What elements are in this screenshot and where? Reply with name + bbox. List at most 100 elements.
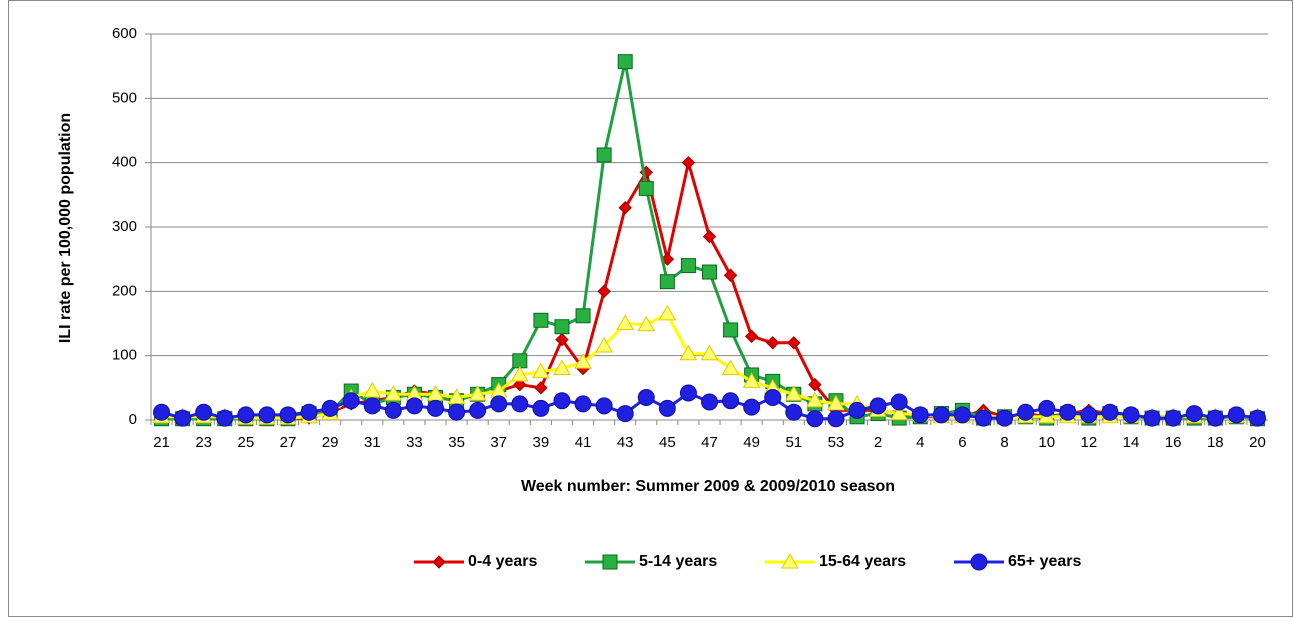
point bbox=[595, 337, 613, 353]
point bbox=[553, 392, 571, 410]
point bbox=[553, 359, 571, 376]
point bbox=[1227, 406, 1245, 424]
point bbox=[554, 319, 570, 335]
point bbox=[974, 409, 992, 427]
point bbox=[638, 180, 654, 196]
legend-marker bbox=[781, 552, 799, 569]
point bbox=[258, 406, 276, 424]
point bbox=[574, 395, 592, 413]
x-tick-label: 23 bbox=[195, 434, 212, 451]
point bbox=[533, 312, 549, 328]
x-tick-label: 45 bbox=[659, 434, 676, 451]
point bbox=[637, 388, 655, 406]
point bbox=[806, 410, 824, 428]
point bbox=[597, 284, 611, 299]
x-tick-label: 4 bbox=[916, 434, 924, 451]
point bbox=[679, 344, 698, 361]
x-tick-label: 35 bbox=[448, 434, 465, 451]
point bbox=[512, 353, 528, 369]
point bbox=[237, 406, 255, 424]
point bbox=[1122, 406, 1140, 424]
point bbox=[681, 155, 696, 170]
y-tick-label: 600 bbox=[112, 25, 137, 42]
point bbox=[723, 322, 739, 338]
point bbox=[764, 388, 782, 406]
point bbox=[742, 372, 761, 388]
point bbox=[932, 406, 950, 424]
y-tick-label: 200 bbox=[112, 282, 137, 299]
point bbox=[996, 409, 1014, 427]
point bbox=[279, 406, 297, 424]
point bbox=[1059, 403, 1077, 421]
point bbox=[300, 403, 318, 421]
point bbox=[555, 332, 569, 347]
legend-label: 15-64 years bbox=[819, 553, 906, 570]
point bbox=[342, 392, 360, 410]
point bbox=[808, 377, 822, 392]
point bbox=[384, 401, 402, 419]
point bbox=[785, 403, 803, 421]
x-tick-label: 10 bbox=[1038, 434, 1055, 451]
point bbox=[617, 54, 633, 70]
point bbox=[659, 274, 675, 290]
point bbox=[743, 398, 761, 416]
legend-label: 0-4 years bbox=[468, 553, 537, 570]
point bbox=[511, 395, 529, 413]
point bbox=[1038, 399, 1056, 417]
point bbox=[1185, 405, 1203, 423]
x-tick-label: 27 bbox=[280, 434, 297, 451]
x-tick-label: 16 bbox=[1165, 434, 1182, 451]
x-tick-label: 14 bbox=[1123, 434, 1140, 451]
point bbox=[890, 393, 908, 411]
point bbox=[787, 336, 801, 350]
point bbox=[574, 353, 592, 369]
point bbox=[174, 409, 192, 427]
x-tick-label: 51 bbox=[785, 434, 802, 451]
point bbox=[1206, 409, 1224, 427]
y-tick-label: 300 bbox=[112, 218, 137, 235]
x-tick-label: 47 bbox=[701, 434, 718, 451]
y-tick-label: 100 bbox=[112, 347, 137, 364]
point bbox=[658, 399, 676, 417]
point bbox=[195, 403, 213, 421]
point bbox=[616, 405, 634, 423]
point bbox=[953, 406, 971, 424]
legend-label: 65+ years bbox=[1008, 553, 1082, 570]
point bbox=[618, 200, 632, 215]
point bbox=[679, 384, 697, 402]
point bbox=[637, 315, 656, 332]
point bbox=[596, 147, 612, 163]
point bbox=[784, 385, 803, 401]
point bbox=[468, 385, 487, 401]
x-tick-label: 39 bbox=[533, 434, 550, 451]
point bbox=[848, 401, 866, 419]
x-tick-label: 12 bbox=[1081, 434, 1098, 451]
x-tick-label: 31 bbox=[364, 434, 381, 451]
x-tick-label: 49 bbox=[743, 434, 760, 451]
point bbox=[827, 394, 845, 411]
point bbox=[721, 359, 740, 376]
point bbox=[744, 329, 759, 344]
x-tick-label: 41 bbox=[575, 434, 592, 451]
point bbox=[575, 308, 591, 324]
x-tick-label: 18 bbox=[1207, 434, 1224, 451]
point bbox=[700, 344, 719, 361]
point bbox=[1164, 409, 1182, 427]
x-tick-label: 21 bbox=[153, 434, 170, 451]
point bbox=[702, 229, 717, 244]
point bbox=[702, 264, 717, 280]
legend-marker bbox=[970, 553, 988, 571]
point bbox=[363, 382, 382, 398]
point bbox=[890, 404, 909, 421]
y-axis-title: ILI rate per 100,000 population bbox=[57, 113, 74, 343]
point bbox=[766, 336, 780, 350]
y-tick-label: 500 bbox=[112, 89, 137, 106]
series bbox=[153, 384, 1266, 428]
x-tick-label: 8 bbox=[1000, 434, 1008, 451]
point bbox=[513, 377, 527, 392]
point bbox=[911, 406, 929, 424]
x-tick-label: 53 bbox=[828, 434, 845, 451]
point bbox=[216, 409, 234, 427]
x-tick-label: 6 bbox=[958, 434, 966, 451]
